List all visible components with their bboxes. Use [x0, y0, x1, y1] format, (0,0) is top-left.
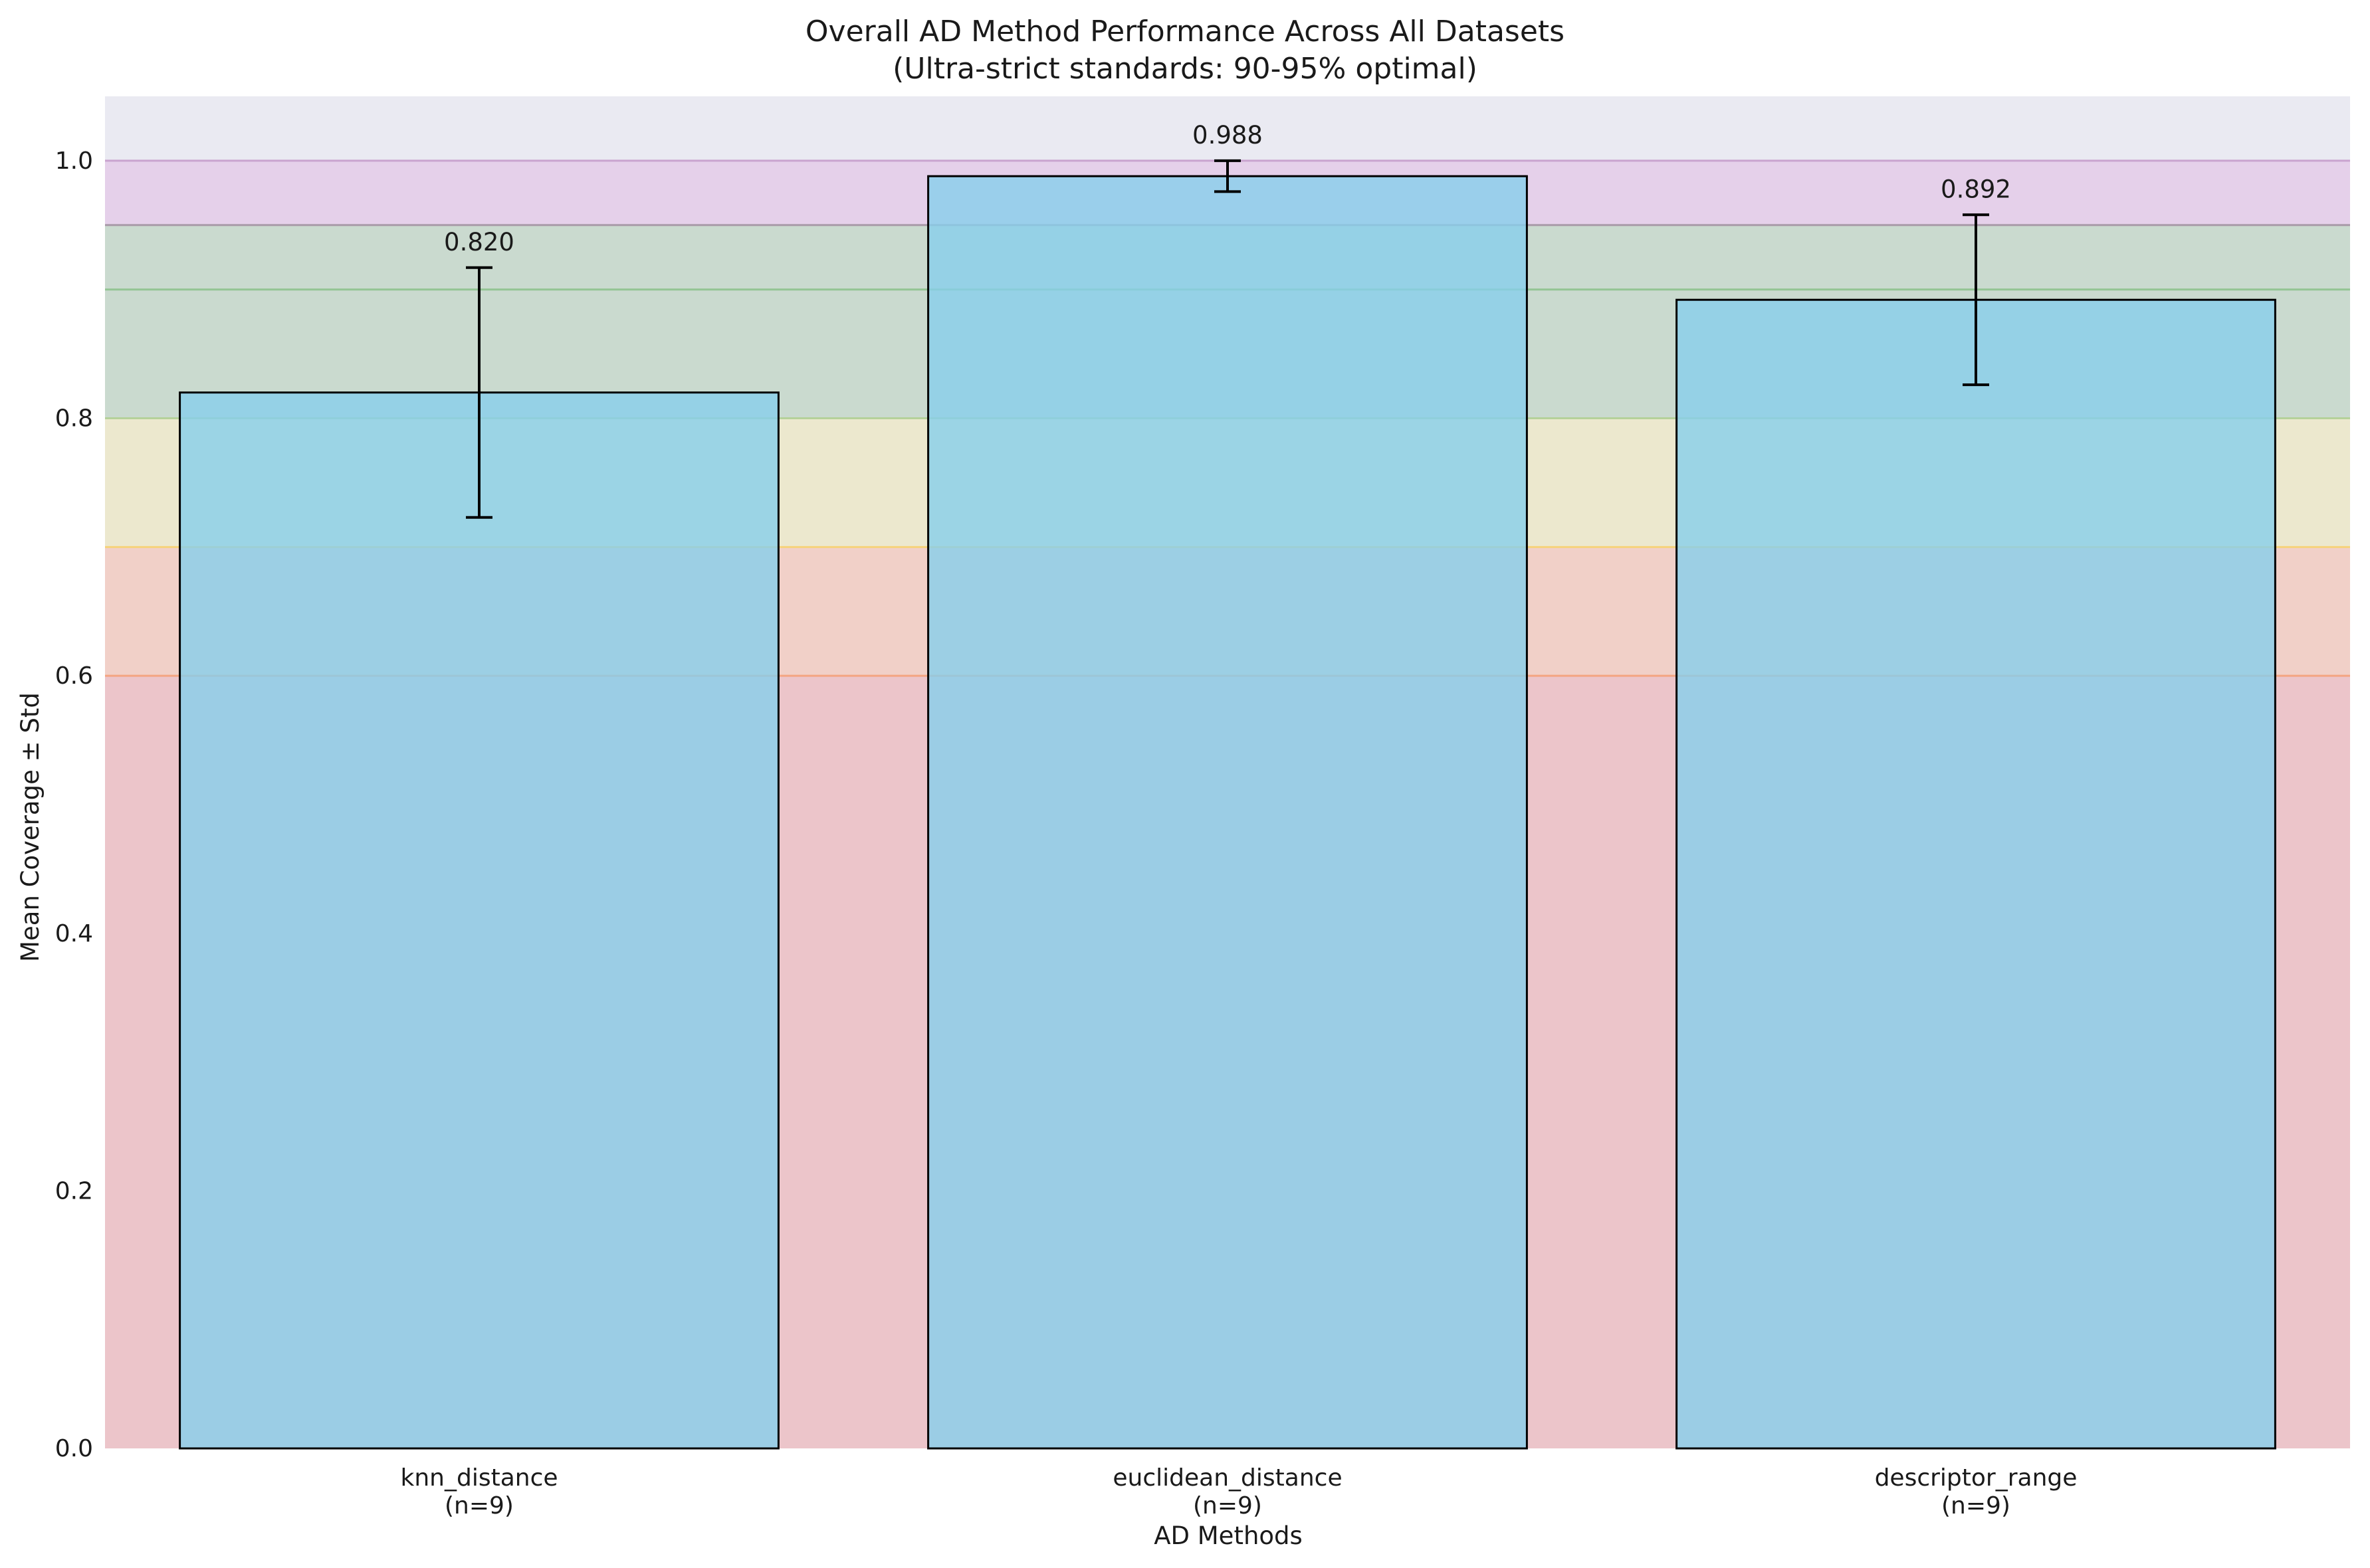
y-tick-label: 0.8 — [55, 405, 93, 433]
plot-area: 0.00.20.40.60.81.00.820knn_distance(n=9)… — [55, 96, 2350, 1519]
bar-euclidean_distance — [927, 175, 1528, 1450]
x-tick-sublabel: (n=9) — [445, 1492, 514, 1519]
y-tick-label: 0.2 — [55, 1177, 93, 1205]
chart-subtitle: (Ultra-strict standards: 90-95% optimal) — [893, 52, 1477, 86]
y-tick-label: 0.4 — [55, 920, 93, 947]
bar-knn_distance — [179, 391, 780, 1450]
x-tick-sublabel: (n=9) — [1193, 1492, 1262, 1519]
bar-descriptor_range — [1675, 298, 2276, 1450]
value-label-descriptor_range: 0.892 — [1941, 175, 2011, 203]
x-axis-label: AD Methods — [1154, 1521, 1303, 1550]
y-tick-label: 0.6 — [55, 662, 93, 690]
y-tick-label: 0.0 — [55, 1435, 93, 1462]
value-label-knn_distance: 0.820 — [444, 228, 514, 256]
x-tick-label: descriptor_range — [1875, 1464, 2078, 1492]
chart-title: Overall AD Method Performance Across All… — [806, 15, 1564, 49]
y-axis-label: Mean Coverage ± Std — [16, 692, 45, 962]
value-label-euclidean_distance: 0.988 — [1192, 121, 1263, 149]
x-tick-label: euclidean_distance — [1113, 1464, 1342, 1492]
y-tick-label: 1.0 — [55, 147, 93, 175]
x-tick-label: knn_distance — [400, 1464, 558, 1492]
x-tick-sublabel: (n=9) — [1941, 1492, 2010, 1519]
